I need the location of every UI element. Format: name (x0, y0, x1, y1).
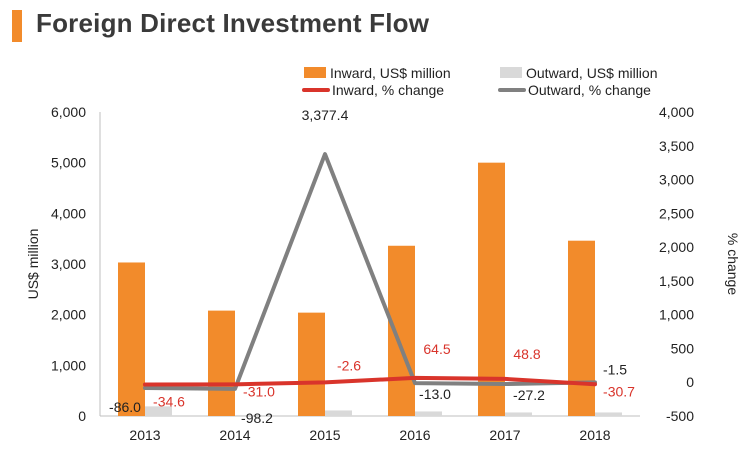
left-tick-label: 2,000 (51, 307, 86, 323)
right-tick-label: -500 (666, 408, 694, 424)
outward-pct-label: 3,377.4 (302, 107, 349, 123)
outward-pct-label: -86.0 (109, 399, 141, 415)
legend-inward-usd-swatch (304, 67, 326, 78)
inward-pct-line (143, 375, 597, 387)
inward-pct-label: -31.0 (243, 383, 275, 399)
left-tick-label: 6,000 (51, 104, 86, 120)
outward-pct-label: -13.0 (419, 386, 451, 402)
legend-outward-usd-swatch (500, 67, 522, 78)
right-tick-label: 3,500 (659, 138, 694, 154)
inward-pct-label: 64.5 (423, 341, 450, 357)
left-tick-label: 5,000 (51, 155, 86, 171)
outward-usd-bar (505, 412, 532, 416)
inward-usd-bar (118, 262, 145, 416)
right-tick-label: 1,500 (659, 273, 694, 289)
right-tick-label: 0 (686, 374, 694, 390)
title-accent-bar (12, 10, 22, 42)
legend-label: Inward, % change (332, 82, 444, 98)
inward-usd-bar (568, 240, 595, 416)
right-tick-label: 3,000 (659, 172, 694, 188)
outward-usd-bar (415, 411, 442, 416)
page-title: Foreign Direct Investment Flow (36, 8, 430, 38)
x-tick-label: 2014 (219, 427, 250, 443)
outward-pct-label: -1.5 (603, 361, 627, 377)
outward-usd-bar (325, 410, 352, 416)
right-axis-title: % change (725, 233, 741, 295)
inward-usd-bar (388, 245, 415, 416)
chart-legend: Inward, US$ million Outward, US$ million I… (302, 65, 658, 98)
left-tick-label: 0 (78, 408, 86, 424)
inward-pct-label: -30.7 (603, 383, 635, 399)
right-tick-label: 2,000 (659, 239, 694, 255)
left-tick-label: 3,000 (51, 256, 86, 272)
left-axis-title: US$ million (25, 229, 41, 300)
right-tick-label: 500 (671, 340, 695, 356)
left-tick-label: 4,000 (51, 205, 86, 221)
inward-pct-label: -34.6 (153, 394, 185, 410)
left-tick-label: 1,000 (51, 357, 86, 373)
inward-usd-bar (298, 312, 325, 416)
legend-label: Outward, % change (528, 82, 651, 98)
inward-pct-label: -2.6 (337, 357, 361, 373)
outward-pct-label: -27.2 (513, 387, 545, 403)
legend-label: Inward, US$ million (330, 65, 451, 81)
right-tick-label: 4,000 (659, 104, 694, 120)
x-tick-label: 2015 (309, 427, 340, 443)
outward-pct-label: -98.2 (241, 410, 273, 426)
outward-usd-bar (145, 406, 172, 416)
x-tick-label: 2016 (399, 427, 430, 443)
chart-axes: 0 1,000 2,000 3,000 4,000 5,000 6,000 -500 0 500 1… (25, 104, 741, 443)
legend-label: Outward, US$ million (526, 65, 658, 81)
x-tick-label: 2013 (129, 427, 160, 443)
x-tick-label: 2018 (579, 427, 610, 443)
inward-pct-label: 48.8 (513, 346, 540, 362)
right-tick-label: 2,500 (659, 205, 694, 221)
outward-usd-bar (235, 414, 262, 416)
outward-pct-line (143, 152, 597, 391)
chart-bars (118, 162, 622, 416)
chart-data-labels: -34.6 -31.0 -2.6 64.5 48.8 -30.7 -86.0 -98.2 3,3… (109, 107, 635, 426)
chart-lines (143, 152, 597, 391)
right-tick-label: 1,000 (659, 307, 694, 323)
inward-usd-bar (478, 162, 505, 416)
x-tick-label: 2017 (489, 427, 520, 443)
inward-usd-bar (208, 310, 235, 416)
outward-usd-bar (595, 412, 622, 416)
